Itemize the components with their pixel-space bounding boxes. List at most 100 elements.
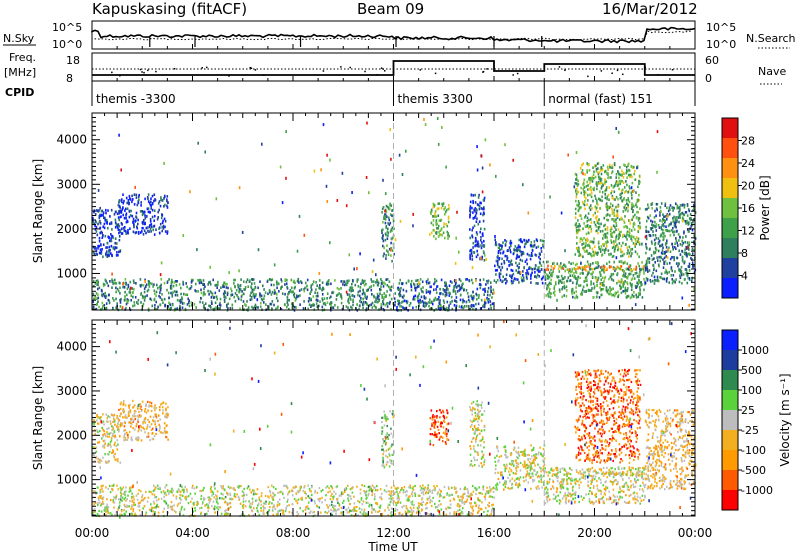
freq-tick-low: 8 [66, 72, 73, 85]
data-cell [548, 283, 550, 286]
data-cell [276, 281, 279, 285]
data-cell [387, 216, 390, 219]
data-cell [385, 225, 388, 228]
data-cell [629, 296, 632, 300]
data-cell [96, 486, 99, 489]
data-cell [444, 213, 446, 216]
data-cell [300, 281, 303, 285]
data-cell [100, 510, 103, 513]
data-cell [121, 223, 123, 226]
data-cell [162, 301, 164, 304]
data-cell [434, 212, 436, 215]
data-cell [381, 211, 383, 214]
data-cell [192, 510, 194, 513]
data-cell [563, 281, 565, 284]
data-cell [672, 280, 674, 283]
nave-point [383, 70, 386, 72]
data-cell [260, 294, 263, 298]
data-cell [242, 507, 245, 510]
data-cell [288, 299, 290, 302]
data-cell [122, 282, 124, 286]
data-cell [482, 234, 484, 237]
data-cell [480, 201, 482, 205]
data-cell [653, 250, 655, 254]
data-cell [277, 491, 279, 494]
data-cell [600, 187, 603, 190]
data-cell [470, 252, 473, 255]
data-cell [357, 285, 360, 288]
data-cell [198, 279, 200, 282]
data-cell [453, 285, 455, 288]
data-cell [603, 251, 606, 254]
data-cell [202, 292, 205, 295]
data-cell [349, 495, 352, 498]
data-cell [120, 200, 123, 204]
data-cell [663, 262, 666, 265]
data-cell [608, 163, 611, 167]
data-cell [126, 207, 129, 210]
data-cell [455, 278, 457, 282]
data-cell [406, 300, 409, 303]
power-cbar-tick-label: 8 [741, 247, 748, 260]
data-cell [541, 239, 544, 243]
data-cell [443, 225, 445, 229]
data-cell [511, 276, 513, 279]
data-cell [312, 295, 315, 298]
data-cell [291, 494, 294, 497]
data-cell [359, 286, 362, 289]
data-cell [585, 191, 587, 195]
data-cell [102, 255, 104, 259]
data-cell [393, 500, 395, 503]
data-cell [630, 207, 633, 210]
data-cell [128, 215, 131, 219]
data-cell [678, 214, 681, 217]
data-cell [111, 286, 113, 289]
data-cell [477, 222, 480, 226]
data-cell [176, 280, 178, 283]
data-cell [649, 278, 652, 282]
data-cell [497, 251, 500, 255]
nsky-tick-high: 10^5 [52, 21, 82, 34]
y-tick-label: 4000 [56, 133, 87, 147]
data-cell [589, 193, 591, 197]
data-cell [95, 230, 98, 233]
data-cell [618, 187, 620, 191]
data-cell [145, 285, 147, 288]
data-cell [660, 251, 663, 255]
data-cell [124, 493, 126, 496]
data-cell [93, 210, 95, 214]
data-cell [599, 250, 602, 253]
data-cell [399, 289, 401, 293]
data-cell [579, 253, 581, 256]
data-cell [224, 291, 227, 294]
data-cell [685, 235, 687, 238]
data-cell [599, 177, 602, 181]
data-cell [500, 262, 503, 266]
data-cell [527, 271, 529, 274]
data-cell [132, 217, 135, 221]
data-cell [619, 287, 622, 291]
data-cell [523, 238, 525, 242]
data-cell [668, 270, 670, 274]
data-cell [595, 251, 597, 255]
data-cell [618, 233, 621, 236]
data-cell [227, 512, 229, 515]
data-cell [202, 501, 204, 504]
data-cell [622, 210, 625, 213]
data-cell [170, 291, 172, 295]
data-cell [519, 258, 522, 262]
data-cell [692, 248, 695, 252]
data-cell [477, 240, 479, 244]
data-cell [628, 265, 630, 269]
data-cell [336, 286, 339, 290]
data-cell [186, 490, 188, 493]
data-cell [387, 227, 389, 231]
data-cell [481, 257, 483, 261]
data-cell [483, 206, 485, 209]
data-cell [447, 217, 450, 220]
data-cell [621, 189, 623, 192]
data-cell [147, 200, 150, 203]
data-cell [149, 211, 151, 214]
data-cell [353, 508, 356, 511]
